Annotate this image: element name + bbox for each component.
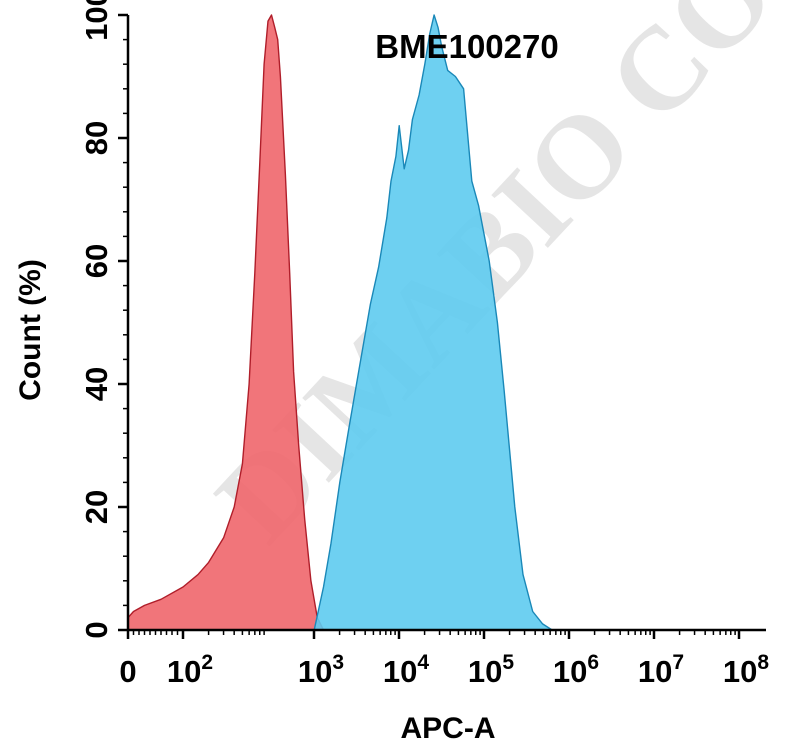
y-tick-label: 60 [79,244,114,278]
x-tick-label: 106 [553,651,599,689]
x-tick-label: 108 [723,651,769,689]
x-axis-title: APC-A [401,712,496,745]
chart-title: BME100270 [375,28,558,65]
x-tick-label: 107 [638,651,684,689]
y-tick-label: 20 [79,490,114,524]
y-axis-title: Count (%) [14,259,47,401]
x-tick-label: 0 [119,654,136,689]
histogram-series-1 [127,14,325,631]
x-tick-label: 102 [167,651,213,689]
y-tick-label: 40 [79,367,114,401]
x-tick-label: 103 [298,651,344,689]
x-tick-label: 105 [468,651,514,689]
y-tick-label: 0 [79,621,114,638]
histogram-series-2 [313,14,553,631]
series-layer [127,14,553,631]
y-tick-label: 80 [79,121,114,155]
x-tick-label: 104 [383,651,429,689]
y-tick-label: 100 [79,0,114,41]
ticks: 0 20 40 60 80 100 0 102 103 104 105 106 107 108 [79,0,769,689]
